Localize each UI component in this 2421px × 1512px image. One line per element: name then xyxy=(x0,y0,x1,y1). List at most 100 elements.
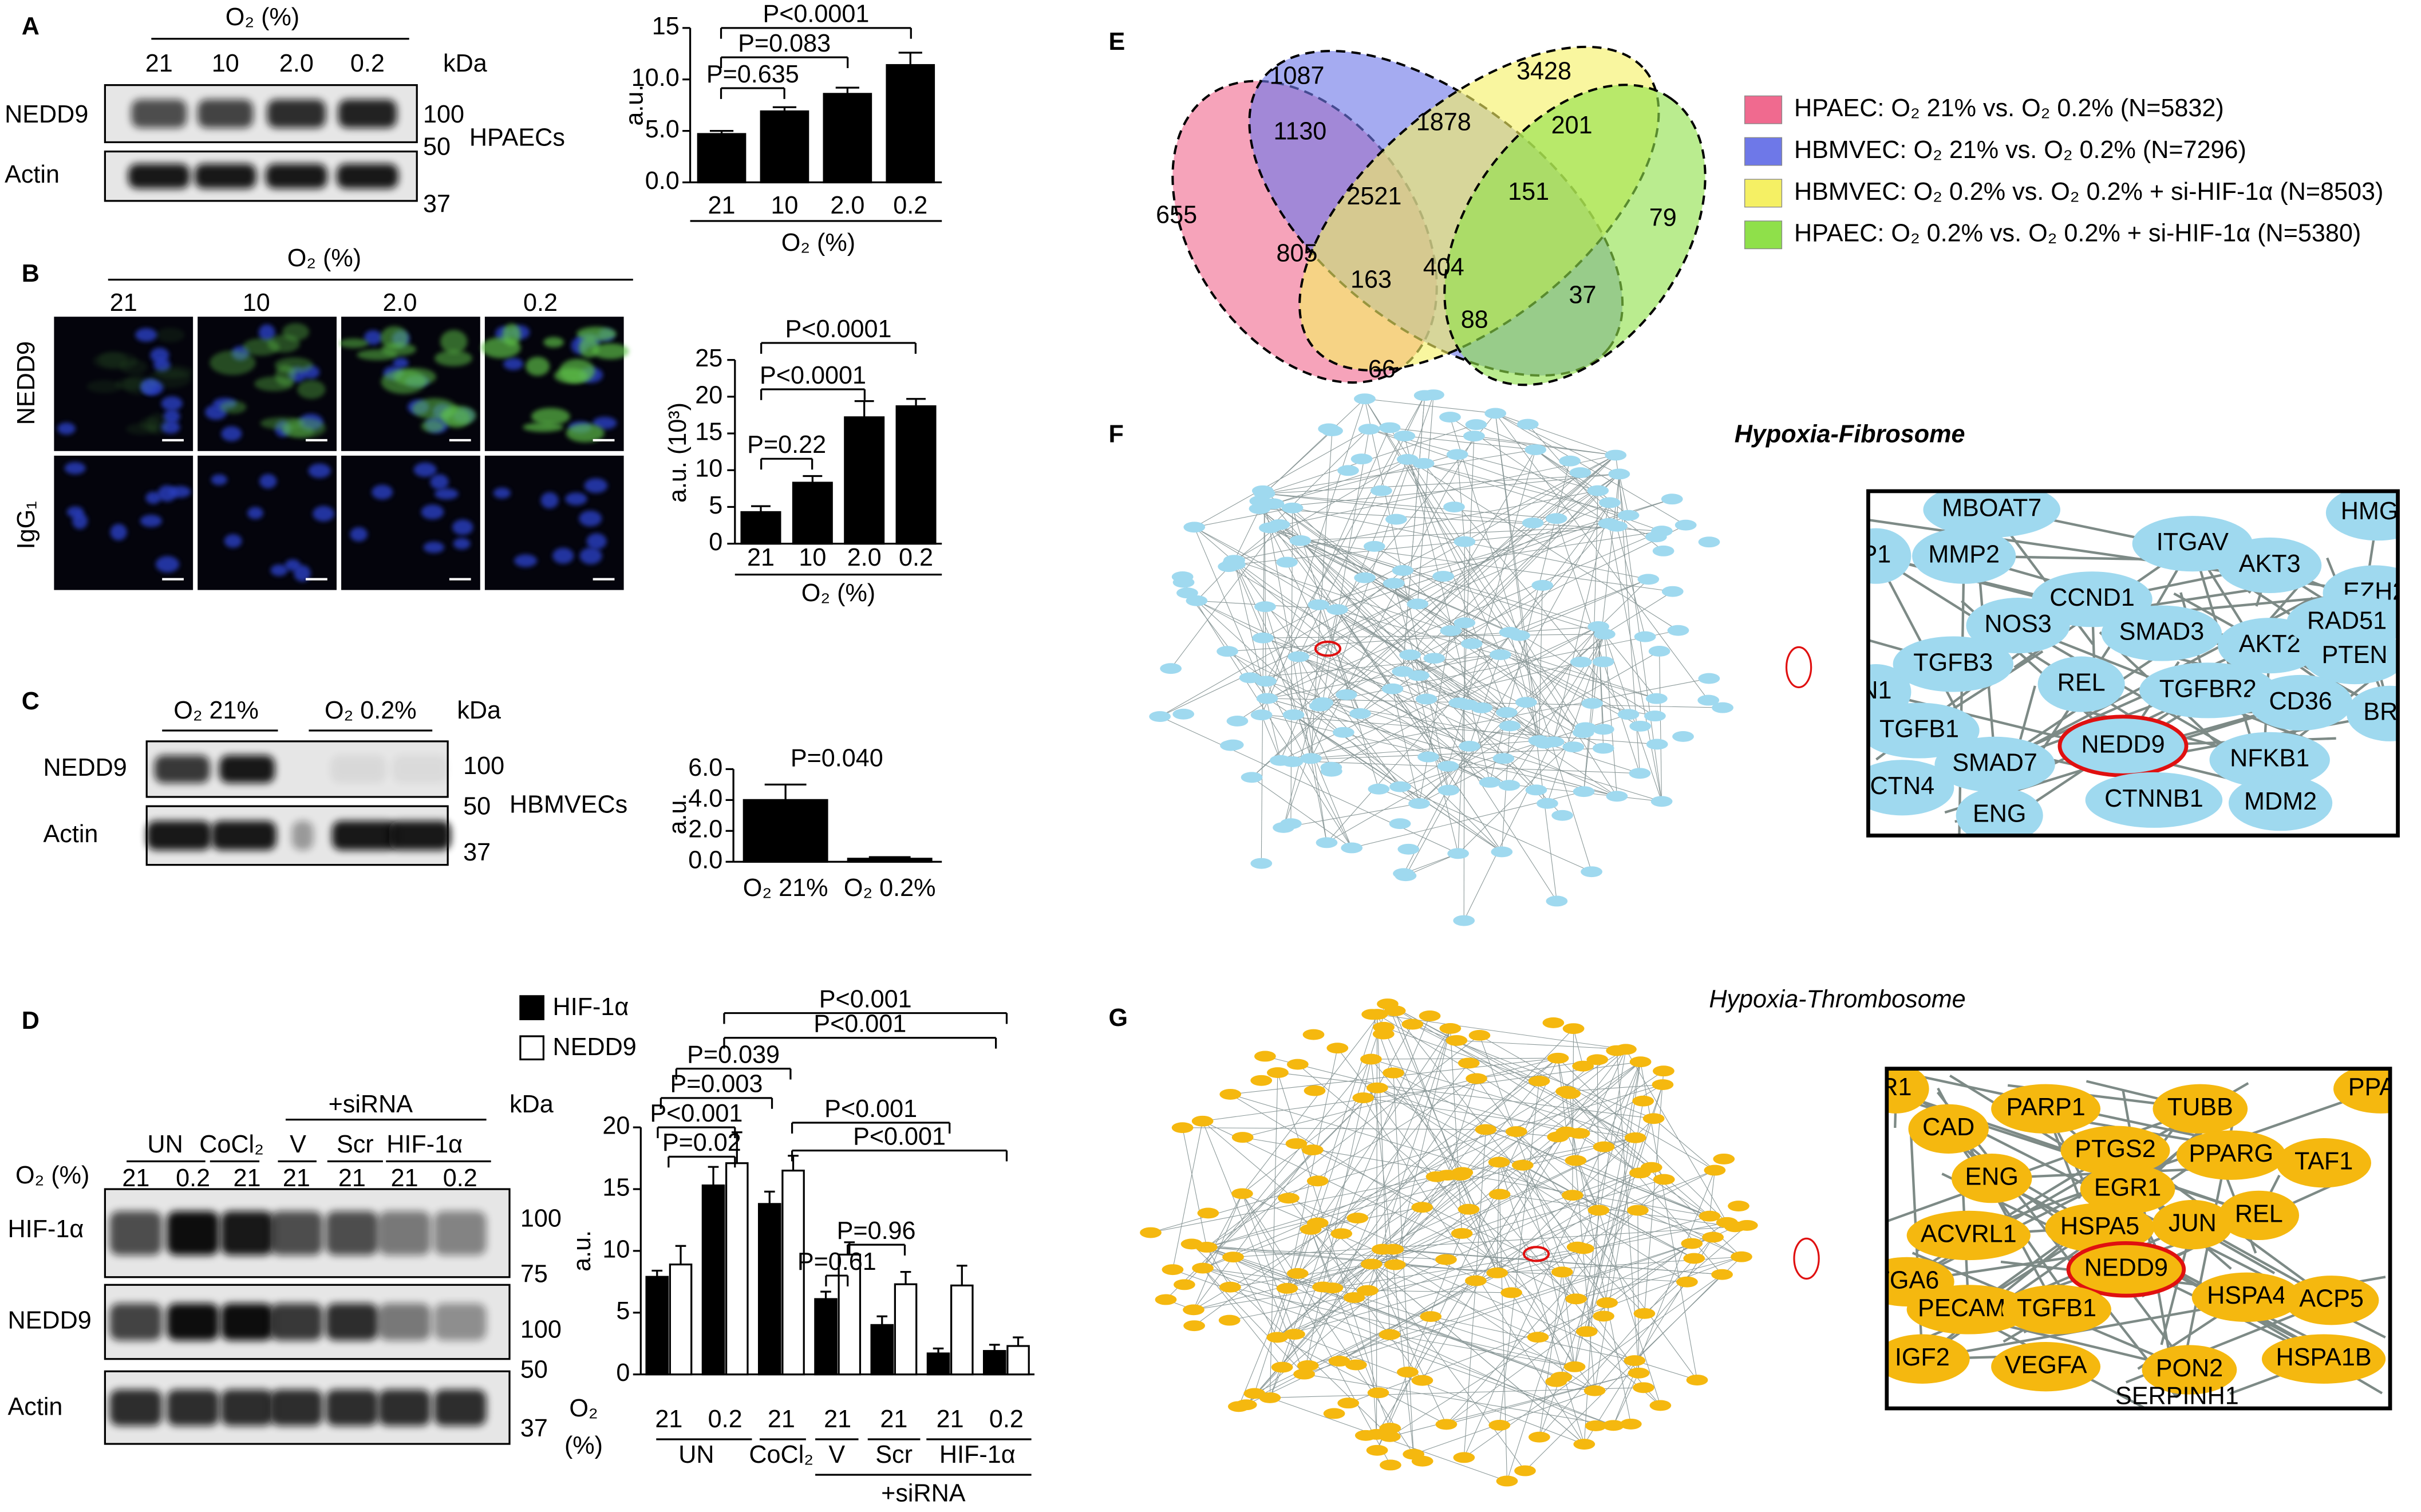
blot-band xyxy=(211,820,277,851)
network-edge xyxy=(1277,1072,1654,1119)
network-node xyxy=(1633,1308,1656,1319)
network-node xyxy=(1537,798,1558,809)
network-edge xyxy=(1594,1101,1644,1391)
network-edge xyxy=(1522,1071,1664,1166)
network-node xyxy=(1448,697,1471,709)
network-edge xyxy=(1261,714,1281,761)
network-edge xyxy=(1230,1286,1575,1367)
nedd9-signal xyxy=(523,422,564,432)
network-node xyxy=(1389,781,1411,792)
network-node xyxy=(1301,1144,1324,1156)
network-node xyxy=(1653,1065,1674,1077)
network-node xyxy=(1326,1043,1349,1054)
p-value: P=0.22 xyxy=(747,431,826,459)
y-tick-label: 0.0 xyxy=(688,847,722,874)
network-edge xyxy=(1259,473,1620,510)
blot-band xyxy=(270,1389,323,1426)
network-edge xyxy=(1522,1165,1608,1303)
nedd9-signal xyxy=(275,365,296,386)
blot-band xyxy=(326,1211,378,1256)
network-node xyxy=(1300,753,1322,764)
network-node xyxy=(1934,736,2055,792)
network-node xyxy=(1712,702,1733,713)
cell-label: HPAECs xyxy=(469,124,565,151)
network-edge xyxy=(1264,398,1365,494)
legend-swatch xyxy=(1744,95,1783,124)
network-node xyxy=(1283,1329,1305,1340)
x-tick-label: 21 xyxy=(824,1406,851,1433)
network-node xyxy=(1437,760,1459,772)
network-edge xyxy=(1566,1131,1599,1211)
network-edge xyxy=(1625,1049,1728,1223)
nucleus xyxy=(592,417,617,429)
lane-label: 2.0 xyxy=(279,50,314,77)
network-node xyxy=(1646,739,1668,750)
network-edge xyxy=(1404,435,1536,451)
network-node xyxy=(1634,631,1656,642)
network-title: Hypoxia-Fibrosome xyxy=(1735,420,1965,448)
blot-band xyxy=(167,1303,219,1341)
network-edge xyxy=(1339,1167,1652,1361)
blot-band xyxy=(433,1303,487,1341)
network-node xyxy=(1320,765,1342,777)
panel-letter: A xyxy=(22,13,40,40)
network-edge xyxy=(1369,429,1662,532)
network-edge xyxy=(1293,455,1616,715)
network-edge xyxy=(1251,777,1352,848)
legend-label: HBMVEC: O₂ 21% vs. O₂ 0.2% (N=7296) xyxy=(1794,136,2246,164)
network-edge xyxy=(1234,459,1408,561)
network-edge xyxy=(1322,630,1678,703)
kda-label: kDa xyxy=(510,1091,554,1118)
nucleus xyxy=(157,485,177,502)
nucleus xyxy=(540,492,559,509)
network-node xyxy=(1697,694,1720,706)
venn-count: 151 xyxy=(1508,178,1549,206)
p-value: P<0.001 xyxy=(853,1123,946,1150)
network-node xyxy=(1906,1285,2031,1335)
network-edge xyxy=(1474,436,1616,456)
network-node xyxy=(1594,629,1616,640)
nucleus xyxy=(72,512,88,530)
bar xyxy=(926,1352,950,1376)
network-node xyxy=(1384,1259,1406,1270)
nucleus xyxy=(211,474,227,485)
bar xyxy=(823,93,872,184)
nucleus xyxy=(393,357,409,369)
legend-swatch xyxy=(519,1035,544,1061)
error-bar xyxy=(906,398,926,406)
network-node xyxy=(1420,1311,1442,1322)
network-node xyxy=(1569,467,1591,478)
nedd9-signal xyxy=(146,413,168,435)
network-node xyxy=(1231,1132,1254,1143)
network-node xyxy=(1592,724,1614,735)
network-node xyxy=(1633,1382,1654,1393)
network-node xyxy=(1241,772,1263,783)
blot-band xyxy=(267,99,326,128)
legend-label: HPAEC: O₂ 0.2% vs. O₂ 0.2% + si-HIF-1α (… xyxy=(1794,220,2361,247)
nedd9-signal xyxy=(393,368,436,386)
marker-label: 37 xyxy=(463,839,491,866)
network-node xyxy=(1486,1267,1508,1278)
network-node xyxy=(1475,1124,1497,1135)
y-tick-label: 10.0 xyxy=(631,64,680,92)
network-edge xyxy=(1553,502,1610,742)
network-edge xyxy=(1389,427,1616,456)
network-node xyxy=(1337,1397,1360,1409)
bar xyxy=(894,1283,918,1376)
node-label: ENG xyxy=(1965,1163,2019,1191)
group-label: O₂ 0.2% xyxy=(325,697,417,724)
network-node xyxy=(1403,1448,1425,1460)
venn-count: 201 xyxy=(1551,112,1593,139)
network-node xyxy=(1162,1264,1184,1276)
venn-count: 404 xyxy=(1423,254,1464,281)
network-node xyxy=(1637,574,1660,585)
network-node xyxy=(1408,798,1430,809)
nedd9-signal xyxy=(86,380,123,393)
network-node xyxy=(1868,528,1911,584)
network-edge xyxy=(1261,427,1391,715)
network-node xyxy=(2284,1276,2379,1325)
network-edge xyxy=(1558,1058,1632,1424)
network-edge xyxy=(1495,413,1557,902)
network-edge xyxy=(1367,1080,1540,1291)
network-node xyxy=(1293,1368,1315,1380)
